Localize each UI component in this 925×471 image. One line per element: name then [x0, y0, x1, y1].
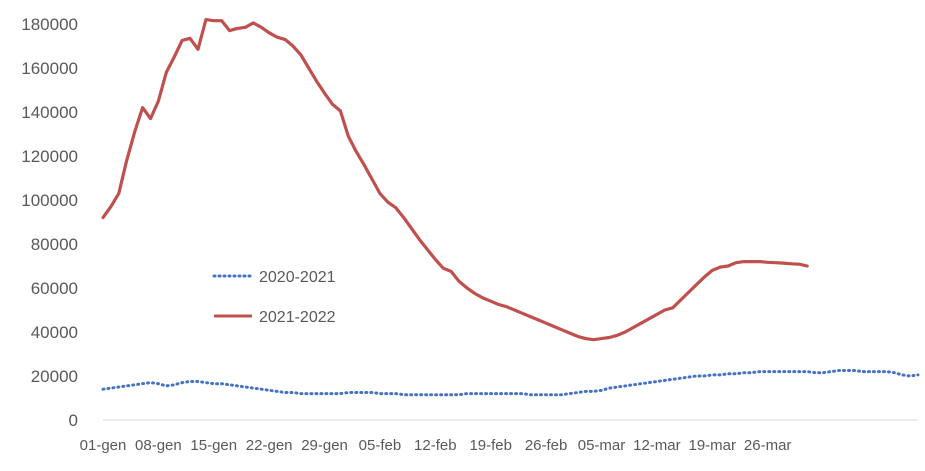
- x-tick-label: 08-gen: [135, 437, 182, 454]
- y-tick-label: 60000: [31, 279, 78, 298]
- x-tick-label: 15-gen: [190, 437, 237, 454]
- series-line-2020-2021: [101, 369, 920, 397]
- x-tick-label: 05-mar: [578, 437, 626, 454]
- y-tick-label: 140000: [21, 103, 78, 122]
- x-tick-label: 12-feb: [414, 437, 457, 454]
- x-axis: 01-gen 08-gen 15-gen 22-gen 29-gen 05-feb 12-f…: [80, 437, 792, 454]
- y-tick-label: 100000: [21, 191, 78, 210]
- y-axis: 0 20000 40000 60000 80000 100000 120000 140000 1…: [21, 15, 78, 430]
- x-tick-label: 19-feb: [469, 437, 512, 454]
- y-tick-label: 180000: [21, 15, 78, 34]
- x-tick-label: 19-mar: [689, 437, 737, 454]
- x-tick-label: 12-mar: [633, 437, 681, 454]
- y-tick-label: 0: [69, 411, 78, 430]
- x-tick-label: 26-mar: [744, 437, 792, 454]
- x-tick-label: 22-gen: [246, 437, 293, 454]
- y-tick-label: 20000: [31, 367, 78, 386]
- y-tick-label: 120000: [21, 147, 78, 166]
- legend-label: 2021-2022: [259, 309, 336, 326]
- x-tick-label: 01-gen: [80, 437, 127, 454]
- legend-label: 2020-2021: [259, 269, 336, 286]
- legend: 2020-2021 2021-2022: [212, 269, 336, 326]
- x-tick-label: 05-feb: [359, 437, 402, 454]
- x-tick-label: 29-gen: [301, 437, 348, 454]
- y-tick-label: 160000: [21, 59, 78, 78]
- series-layer: [101, 18, 920, 397]
- y-tick-label: 80000: [31, 235, 78, 254]
- y-tick-label: 40000: [31, 323, 78, 342]
- x-tick-label: 26-feb: [525, 437, 568, 454]
- series-line-2021-2022: [101, 18, 809, 342]
